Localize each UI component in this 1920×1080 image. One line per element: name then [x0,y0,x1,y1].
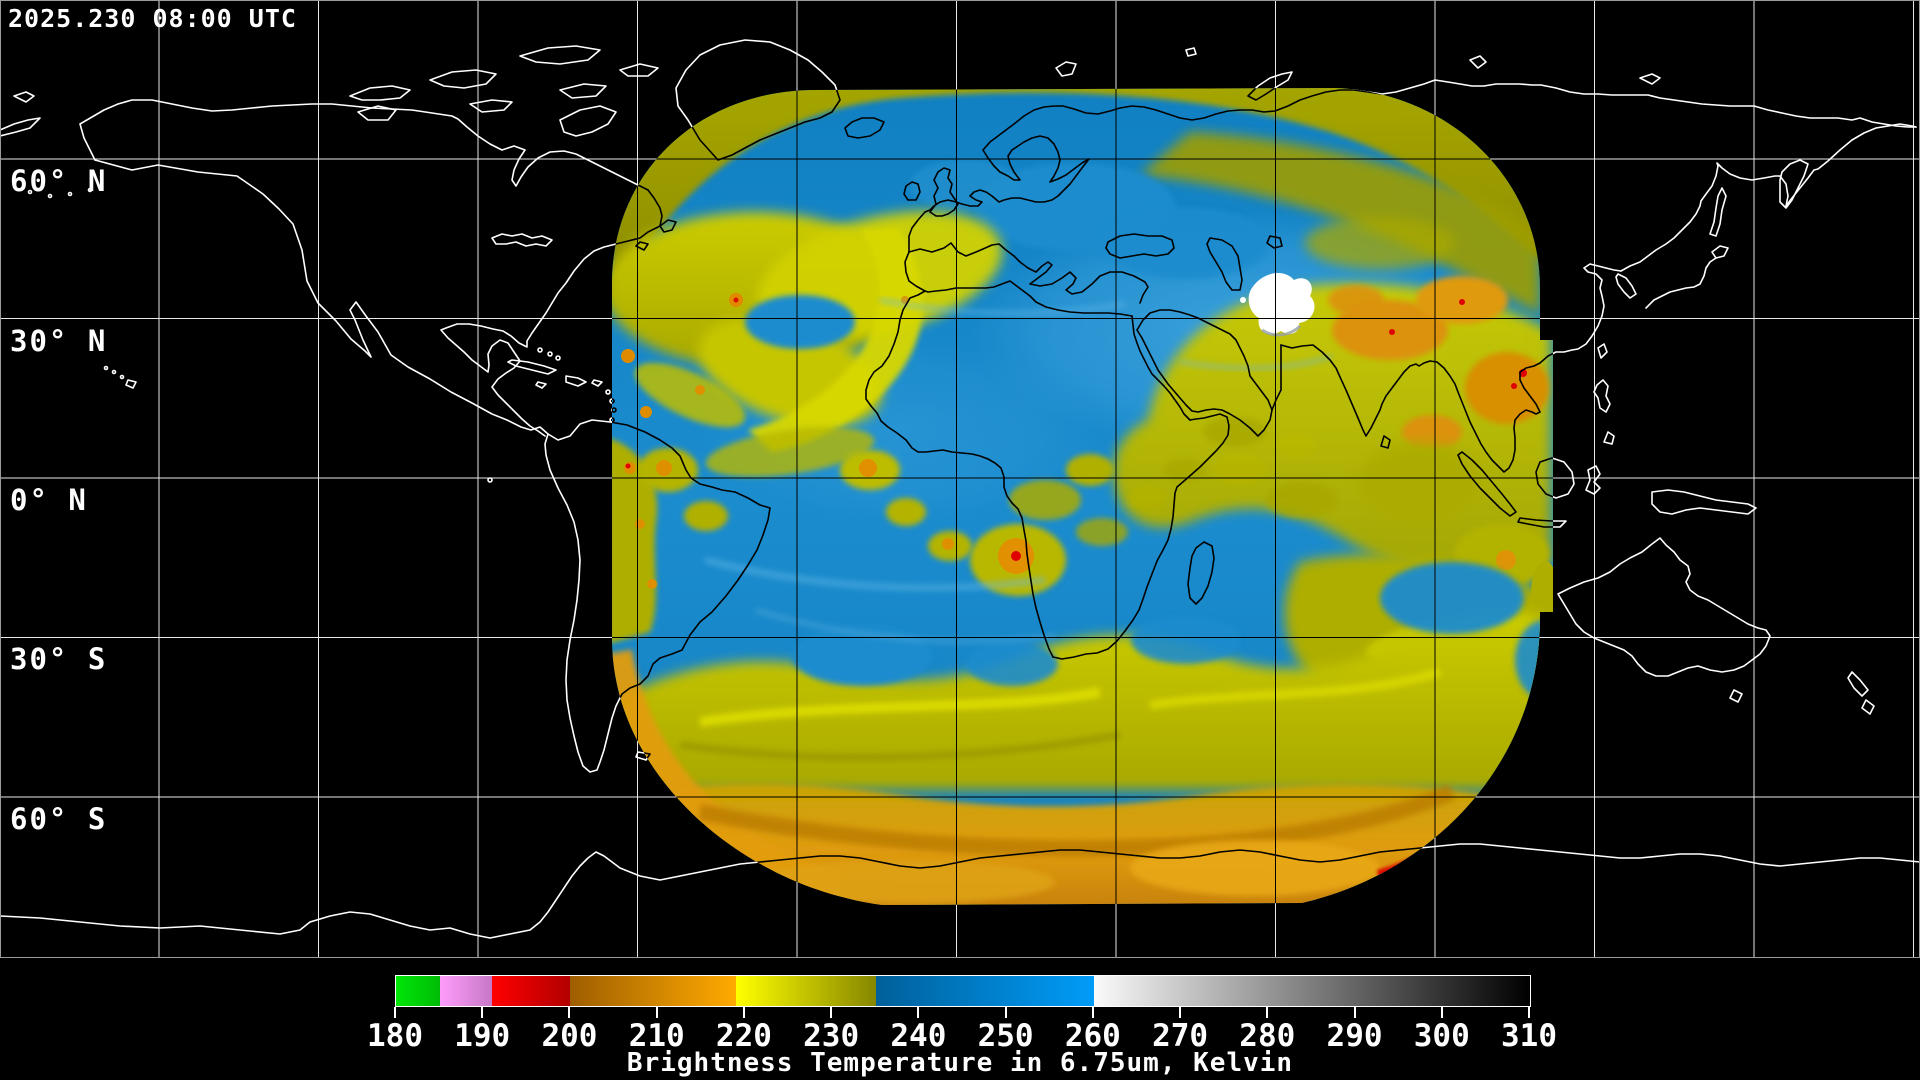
colorbar-tick [1179,1007,1182,1018]
colorbar-tick-value: 230 [803,1018,860,1054]
colorbar-tick-value: 200 [541,1018,598,1054]
swath-moist-cloud-field [612,88,1553,905]
colorbar-tick [1440,1007,1443,1018]
colorbar-tick [481,1007,484,1018]
colorbar-tick [830,1007,833,1018]
colorbar-tick [1266,1007,1269,1018]
latitude-label: 30° N [10,323,108,358]
colorbar-tick-value: 210 [628,1018,685,1054]
colorbar-tick [917,1007,920,1018]
colorbar [395,975,1531,1007]
colorbar-tick-value: 280 [1239,1018,1296,1054]
colorbar-segment [491,976,571,1006]
colorbar-tick-value: 300 [1413,1018,1470,1054]
timestamp: 2025.230 08:00 UTC [8,4,297,33]
colorbar-tick [742,1007,745,1018]
colorbar-tick [1004,1007,1007,1018]
colorbar-segment [439,976,492,1006]
colorbar-tick-value: 310 [1501,1018,1557,1054]
colorbar-segment [396,976,440,1006]
colorbar-segment [1093,976,1530,1006]
colorbar-tick [394,1007,396,1018]
latitude-label: 60° S [10,801,108,836]
colorbar-tick [568,1007,571,1018]
colorbar-segment [875,976,1094,1006]
colorbar-tick [655,1007,658,1018]
colorbar-tick-value: 190 [454,1018,511,1054]
colorbar-segment [736,976,876,1006]
colorbar-tick-value: 290 [1326,1018,1383,1054]
graticule-inside [0,0,1920,958]
satellite-swath [612,88,1553,905]
colorbar-tick-value: 260 [1064,1018,1121,1054]
latitude-label: 60° N [10,164,108,199]
colorbar-tick-value: 270 [1152,1018,1209,1054]
colorbar-tick-value: 220 [715,1018,772,1054]
colorbar-segment [570,976,737,1006]
colorbar-tick [1353,1007,1356,1018]
colorbar-title: Brightness Temperature in 6.75um, Kelvin [626,1048,1294,1078]
latitude-label: 0° N [10,483,88,517]
colorbar-tick-value: 240 [890,1018,947,1054]
colorbar-tick [1091,1007,1094,1018]
colorbar-tick [1528,1007,1530,1018]
colorbar-tick-value: 250 [977,1018,1034,1054]
world-map-canvas [0,0,1920,958]
colorbar-tick-value: 180 [367,1018,423,1054]
latitude-label: 30° S [10,642,108,677]
